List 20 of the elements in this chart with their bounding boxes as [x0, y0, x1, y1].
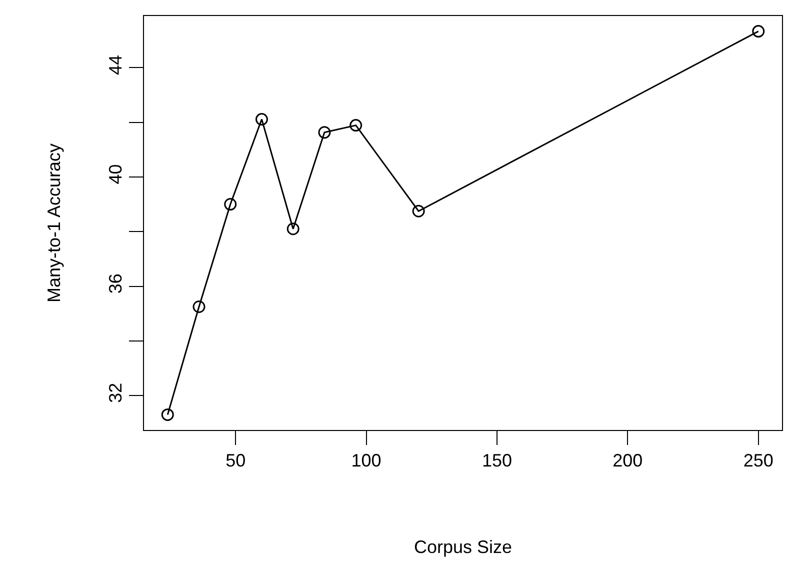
x-tick-label: 200 [612, 450, 643, 471]
x-tick-label: 250 [743, 450, 774, 471]
y-tick-label: 44 [106, 54, 126, 75]
point [350, 119, 362, 132]
point [255, 113, 268, 126]
point [192, 300, 206, 314]
y-tick-label: 40 [106, 164, 126, 184]
y-axis-title: Many-to-1 Accuracy [44, 143, 64, 303]
point [224, 198, 237, 211]
point [286, 222, 300, 236]
x-tick-label: 150 [482, 450, 512, 471]
x-axis-title: Corpus Size [414, 536, 512, 557]
y-tick-label: 32 [106, 382, 126, 403]
point [412, 204, 425, 218]
y-tick-label: 36 [106, 274, 126, 294]
x-tick-label: 50 [226, 450, 246, 471]
x-tick-label: 100 [351, 450, 382, 471]
point [318, 126, 331, 139]
point [161, 408, 174, 421]
point [752, 25, 765, 38]
